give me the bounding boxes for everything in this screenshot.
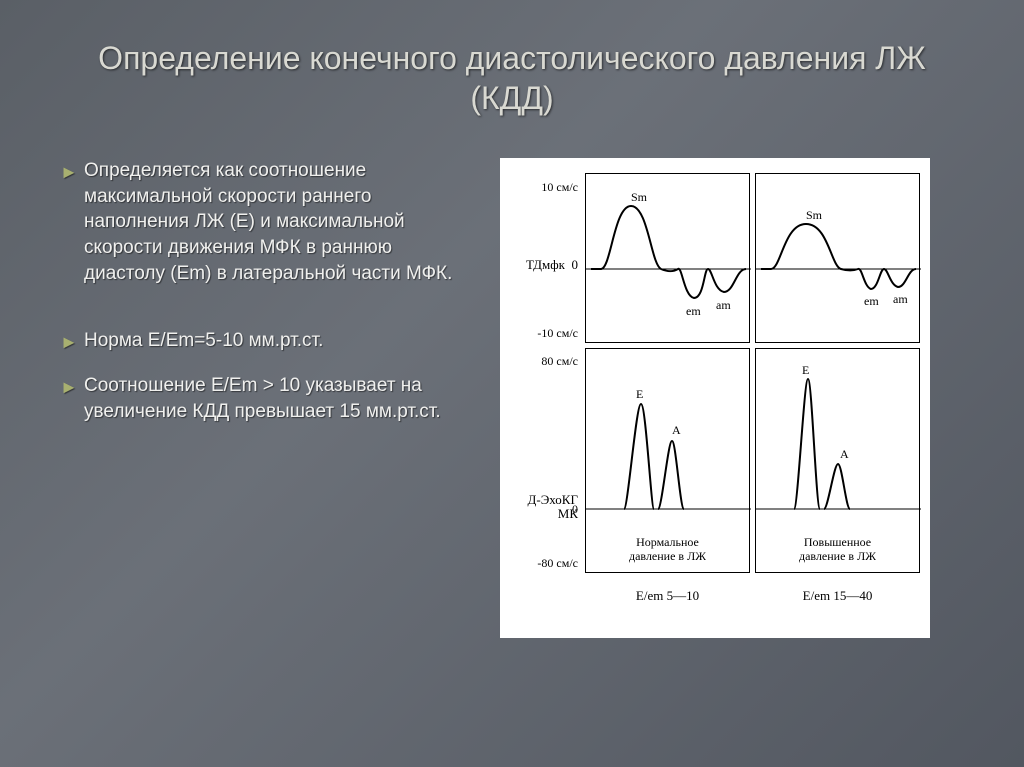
tick: 80 см/с (500, 354, 578, 369)
bullet-arrow-icon: ► (60, 328, 84, 355)
bullet-text: Определяется как соотношение максимально… (84, 158, 470, 286)
label-a: A (672, 423, 681, 438)
bullet-text: Соотношение E/Em > 10 указывает на увели… (84, 373, 470, 424)
label-am: am (716, 298, 731, 313)
wave-tr (761, 224, 916, 289)
bullet-item: ► Норма E/Em=5-10 мм.рт.ст. (60, 328, 470, 355)
panel-caption-left: Нормальноедавление в ЛЖ (586, 536, 749, 564)
panel-top-left: Sm em am (585, 173, 750, 343)
label-e: E (802, 363, 809, 378)
tick: 10 см/с (500, 180, 578, 195)
label-e: E (636, 387, 643, 402)
peak-bl-a (658, 441, 684, 509)
figure-column: Sm em am Sm em am (500, 158, 930, 638)
label-em: em (686, 304, 701, 319)
label-sm: Sm (806, 208, 822, 223)
figure-box: Sm em am Sm em am (500, 158, 930, 638)
peak-br-a (824, 464, 850, 509)
panel-top-right: Sm em am (755, 173, 920, 343)
slide-title: Определение конечного диастолического да… (0, 0, 1024, 128)
peak-bl-e (624, 404, 654, 509)
panel-bottom-right: E A Повышенноедавление в ЛЖ (755, 348, 920, 573)
peak-br-e (794, 379, 820, 509)
panel-caption-right: Повышенноедавление в ЛЖ (756, 536, 919, 564)
bottom-caption-left: E/em 5—10 (585, 588, 750, 604)
tick: -80 см/с (500, 556, 578, 571)
rowlabel-1: ТДмфк 0 (500, 258, 578, 272)
curve-tr (756, 174, 921, 344)
tick: 0 (548, 502, 578, 517)
tick: -10 см/с (500, 326, 578, 341)
bullet-arrow-icon: ► (60, 158, 84, 185)
label-am: am (893, 292, 908, 307)
label-a: A (840, 447, 849, 462)
panel-bottom-left: E A Нормальноедавление в ЛЖ (585, 348, 750, 573)
label-em: em (864, 294, 879, 309)
slide-content: Определение конечного диастолического да… (0, 0, 1024, 767)
text-column: ► Определяется как соотношение максималь… (60, 158, 470, 638)
label-sm: Sm (631, 190, 647, 205)
bullet-text: Норма E/Em=5-10 мм.рт.ст. (84, 328, 470, 354)
slide-body: ► Определяется как соотношение максималь… (0, 128, 1024, 668)
bullet-arrow-icon: ► (60, 373, 84, 400)
wave-tl (591, 206, 746, 298)
bullet-item: ► Определяется как соотношение максималь… (60, 158, 470, 286)
bullet-item: ► Соотношение E/Em > 10 указывает на уве… (60, 373, 470, 424)
bottom-caption-right: E/em 15—40 (755, 588, 920, 604)
curve-tl (586, 174, 751, 344)
